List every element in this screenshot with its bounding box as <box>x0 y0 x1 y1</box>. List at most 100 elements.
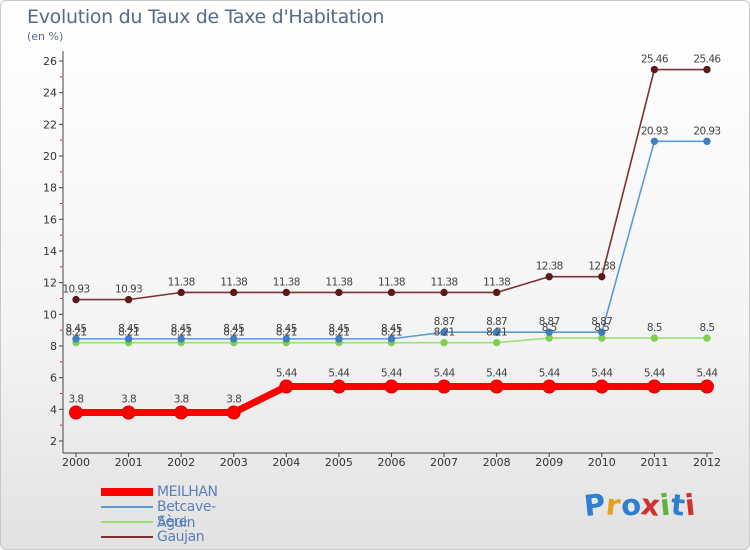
data-label: 5.44 <box>539 368 561 380</box>
data-point <box>387 335 396 343</box>
data-point <box>598 272 606 281</box>
y-tick-label: 2 <box>50 435 57 448</box>
data-point <box>335 288 343 297</box>
data-label: 11.38 <box>378 276 405 288</box>
data-point <box>121 405 136 420</box>
data-label: 8.45 <box>118 323 139 335</box>
legend-label: Betcave-Aguin <box>157 499 216 531</box>
data-label: 8.45 <box>223 323 244 335</box>
legend-swatch <box>101 488 153 496</box>
data-point <box>703 65 711 74</box>
data-point <box>124 335 133 343</box>
data-label: 11.38 <box>431 276 458 288</box>
y-tick-label: 24 <box>43 87 57 100</box>
data-point <box>492 328 501 336</box>
data-label: 5.44 <box>328 368 350 380</box>
data-label: 11.38 <box>168 276 195 288</box>
data-point <box>69 405 83 420</box>
y-tick-label: 26 <box>43 55 57 68</box>
data-label: 3.8 <box>226 394 241 406</box>
data-point <box>699 379 714 394</box>
data-label: 8.21 <box>276 327 297 339</box>
x-tick-label: 2000 <box>62 456 90 469</box>
x-tick-label: 2009 <box>535 456 563 469</box>
data-point <box>124 295 133 304</box>
data-point <box>542 379 557 394</box>
data-point <box>177 288 185 297</box>
x-tick-label: 2008 <box>483 456 511 469</box>
data-point <box>440 338 448 347</box>
data-point <box>440 288 448 297</box>
data-point <box>650 334 659 342</box>
data-point <box>387 288 396 297</box>
series-line-betcave-aguin <box>76 140 707 340</box>
y-unit-label: (en %) <box>27 30 64 43</box>
chart-title: Evolution du Taux de Taxe d'Habitation <box>27 6 385 28</box>
data-label: 8.21 <box>434 327 455 339</box>
data-point <box>440 328 448 336</box>
data-label: 3.8 <box>69 394 84 406</box>
data-label: 8.21 <box>118 327 139 339</box>
data-label: 11.38 <box>220 276 247 288</box>
y-tick-label: 22 <box>43 118 57 131</box>
data-point <box>384 379 399 394</box>
data-label: 12.38 <box>588 261 615 273</box>
data-point <box>437 379 452 394</box>
data-label: 5.44 <box>486 368 508 380</box>
data-label: 12.38 <box>536 261 563 273</box>
data-label: 8.45 <box>171 323 192 335</box>
data-label: 8.5 <box>594 322 609 334</box>
data-label: 8.87 <box>539 316 560 328</box>
data-point <box>282 335 291 343</box>
legend-label: Gaujan <box>157 529 205 545</box>
data-label: 8.21 <box>171 327 192 339</box>
data-label: 8.87 <box>591 316 612 328</box>
data-point <box>489 379 504 394</box>
data-label: 8.45 <box>66 323 87 335</box>
data-label: 8.21 <box>486 327 507 339</box>
data-label: 8.45 <box>328 323 349 335</box>
proxiti-logo: Proxiti <box>582 487 697 523</box>
legend-label: MEILHAN <box>157 484 218 500</box>
data-label: 8.5 <box>542 322 557 334</box>
data-label: 8.21 <box>223 327 244 339</box>
data-point <box>703 334 711 342</box>
data-label: 8.87 <box>434 316 455 328</box>
data-point <box>492 288 501 297</box>
legend-swatch <box>101 536 153 538</box>
y-tick-label: 8 <box>50 340 57 353</box>
y-tick-label: 18 <box>43 182 57 195</box>
legend-label: Sère <box>157 514 187 530</box>
y-tick-label: 16 <box>43 213 57 226</box>
data-point <box>331 379 346 394</box>
data-point <box>72 295 80 304</box>
data-point <box>594 379 609 394</box>
x-tick-label: 2006 <box>377 456 405 469</box>
data-label: 5.44 <box>381 368 403 380</box>
data-point <box>545 272 553 281</box>
data-point <box>279 379 294 394</box>
data-label: 11.38 <box>273 276 300 288</box>
data-point <box>703 137 711 145</box>
x-tick-label: 2005 <box>325 456 353 469</box>
x-tick-label: 2010 <box>588 456 616 469</box>
x-tick-label: 2002 <box>167 456 195 469</box>
data-point <box>647 379 662 394</box>
data-label: 20.93 <box>693 125 720 137</box>
data-label: 11.38 <box>325 276 352 288</box>
data-point <box>282 288 291 297</box>
legend-swatch <box>101 506 153 508</box>
data-label: 5.44 <box>591 368 613 380</box>
data-label: 25.46 <box>693 54 721 66</box>
data-label: 3.8 <box>121 394 136 406</box>
y-tick-label: 4 <box>50 403 57 416</box>
data-point <box>598 328 606 336</box>
data-label: 8.45 <box>381 323 402 335</box>
data-label: 8.5 <box>647 322 662 334</box>
data-label: 8.5 <box>700 322 715 334</box>
data-label: 5.44 <box>644 368 666 380</box>
data-label: 8.45 <box>276 323 297 335</box>
legend-swatch <box>101 521 153 523</box>
